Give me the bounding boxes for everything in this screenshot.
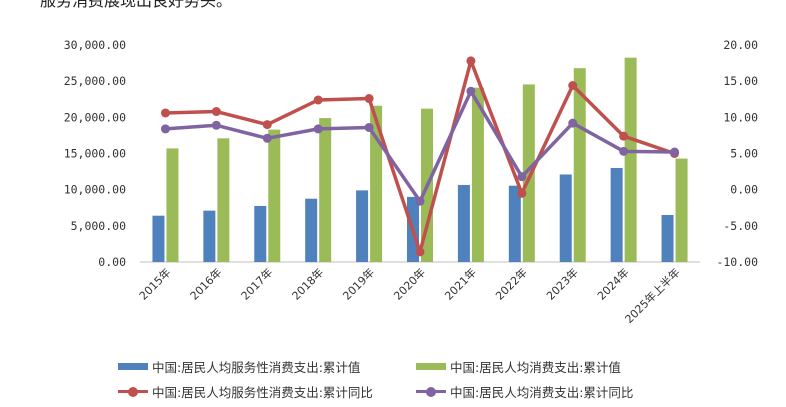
point-total-yoy xyxy=(262,133,272,143)
right-axis-tick-label: 5.00 xyxy=(730,147,758,161)
category-tick-label: 2018年 xyxy=(289,265,326,302)
legend-label: 中国:居民人均消费支出:累计值 xyxy=(450,360,621,375)
legend-swatch-total-line xyxy=(416,386,446,397)
point-services-yoy xyxy=(211,107,221,117)
bar-services-value xyxy=(457,184,470,262)
legend-label: 中国:居民人均服务性消费支出:累计值 xyxy=(152,360,361,375)
left-axis-tick-label: 5,000.00 xyxy=(71,219,126,233)
category-tick-label: 2023年 xyxy=(543,265,580,302)
point-total-yoy xyxy=(619,146,629,156)
left-axis-tick-label: 30,000.00 xyxy=(64,38,126,52)
bar-services-value xyxy=(152,215,165,262)
bar-services-value xyxy=(559,174,572,262)
point-total-yoy xyxy=(160,124,170,134)
left-axis-tick-label: 25,000.00 xyxy=(64,74,126,88)
right-axis-tick-label: 0.00 xyxy=(730,183,758,197)
legend-item-services-value: 中国:居民人均服务性消费支出:累计值 xyxy=(118,357,360,376)
point-total-yoy xyxy=(415,196,425,206)
legend-item-services-yoy: 中国:居民人均服务性消费支出:累计同比 xyxy=(118,382,373,401)
bar-total-value xyxy=(268,129,281,262)
left-axis-tick-label: 0.00 xyxy=(98,255,126,269)
right-axis-tick-label: 20.00 xyxy=(723,38,758,52)
bar-services-value xyxy=(356,190,369,262)
bar-services-value xyxy=(254,205,267,262)
legend-label: 中国:居民人均服务性消费支出:累计同比 xyxy=(152,385,373,400)
context-paragraph-text: 服务消费展现出良好势头。 xyxy=(40,0,233,10)
category-tick-label: 2021年 xyxy=(442,265,479,302)
bar-services-value xyxy=(661,214,674,262)
bar-total-value xyxy=(217,138,230,262)
bar-total-value xyxy=(319,118,332,262)
point-total-yoy xyxy=(466,86,476,96)
left-axis-tick-label: 10,000.00 xyxy=(64,183,126,197)
bar-services-value xyxy=(508,185,521,262)
bar-total-value xyxy=(624,57,637,263)
bar-total-value xyxy=(522,84,535,263)
point-total-yoy xyxy=(517,172,527,182)
bar-total-value xyxy=(573,68,586,262)
point-services-yoy xyxy=(160,108,170,118)
bar-total-value xyxy=(166,148,179,262)
bar-services-value xyxy=(305,198,318,262)
legend-label: 中国:居民人均消费支出:累计同比 xyxy=(450,385,634,400)
point-services-yoy xyxy=(313,95,323,105)
point-services-yoy xyxy=(568,81,578,91)
point-total-yoy xyxy=(211,120,221,130)
point-services-yoy xyxy=(364,94,374,104)
category-tick-label: 2020年 xyxy=(391,265,428,302)
legend-swatch-services-bar xyxy=(118,363,148,370)
line-total-yoy xyxy=(165,89,675,203)
right-axis-tick-label: -10.00 xyxy=(716,255,758,269)
category-tick-label: 2016年 xyxy=(187,265,224,302)
category-tick-label: 2024年 xyxy=(594,265,631,302)
point-services-yoy xyxy=(619,131,629,141)
point-services-yoy xyxy=(262,120,272,130)
point-services-yoy xyxy=(415,247,425,257)
point-total-yoy xyxy=(313,124,323,134)
bar-services-value xyxy=(610,167,623,262)
line-services-yoy xyxy=(165,59,676,254)
bar-services-value xyxy=(203,210,216,262)
legend-item-total-yoy: 中国:居民人均消费支出:累计同比 xyxy=(416,382,633,401)
right-axis-tick-label: -5.00 xyxy=(723,219,758,233)
chart-bars xyxy=(152,57,688,263)
right-axis-tick-label: 10.00 xyxy=(723,110,758,124)
point-services-yoy xyxy=(517,188,527,198)
legend-swatch-services-line xyxy=(118,386,148,397)
bar-total-value xyxy=(471,87,484,262)
legend-item-total-value: 中国:居民人均消费支出:累计值 xyxy=(416,357,621,376)
dual-axis-chart: 0.00 5,000.00 10,000.00 15,000.00 20,000.00 2… xyxy=(64,38,758,326)
left-axis-tick-label: 20,000.00 xyxy=(64,110,126,124)
category-tick-label: 2019年 xyxy=(340,265,377,302)
left-axis-tick-label: 15,000.00 xyxy=(64,147,126,161)
point-services-yoy xyxy=(466,56,476,66)
point-total-yoy xyxy=(670,147,680,157)
category-tick-label: 2017年 xyxy=(238,265,275,302)
category-tick-label: 2022年 xyxy=(492,265,529,302)
bar-total-value xyxy=(675,158,688,262)
legend-swatch-total-bar xyxy=(416,363,446,370)
point-total-yoy xyxy=(364,122,374,132)
point-total-yoy xyxy=(568,118,578,128)
chart-lines xyxy=(160,56,680,257)
right-axis-tick-label: 15.00 xyxy=(723,74,758,88)
category-tick-label: 2015年 xyxy=(136,265,173,302)
